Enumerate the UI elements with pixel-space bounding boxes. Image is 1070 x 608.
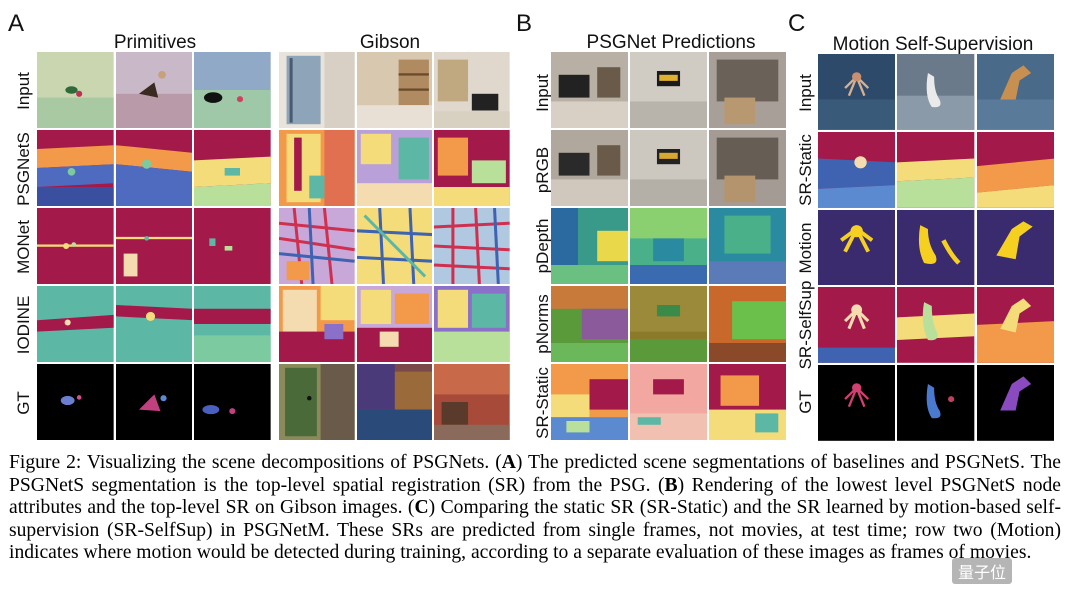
image-cell [630,286,707,362]
caption-text: Figure 2: Visualizing the scene decompos… [9,452,502,473]
image-cell [434,208,510,284]
panel-a-row-label: MONet [14,220,33,274]
panel-c-row-label: GT [796,390,815,414]
image-cell [976,287,1054,364]
image-cell [434,52,510,128]
image-cell [976,54,1054,130]
image-cell [37,286,114,362]
caption-ref-c: C [414,497,429,518]
panel-a-letter: A [8,10,25,37]
image-cell [897,365,975,441]
image-cell [897,209,975,286]
image-cell [434,364,510,440]
panel-b-row-label: pDepth [533,218,552,274]
image-cell [356,364,433,440]
panel-c-row-label: Motion [796,222,815,274]
panel-a-gibson-grid [279,52,510,440]
image-cell [194,52,271,128]
panel-b-grid [551,52,786,440]
image-cell [356,286,433,362]
panel-b-heading: PSGNet Predictions [586,32,756,53]
image-cell [279,364,355,440]
image-cell [551,52,628,128]
image-cell [115,52,193,128]
image-cell [279,208,355,284]
panel-a-heading-gibson: Gibson [359,32,421,53]
image-cell [279,286,355,362]
image-cell [818,54,896,130]
image-cell [630,208,707,284]
image-cell [818,131,896,208]
image-cell [115,208,193,284]
image-cell [897,131,975,208]
image-cell [37,364,114,440]
image-cell [115,286,193,362]
image-cell [818,287,896,364]
panel-a-heading-primitives: Primitives [113,32,197,53]
image-cell [279,52,355,128]
image-cell [709,286,786,362]
image-cell [976,131,1054,208]
image-cell [630,130,707,206]
panel-a-row-label: Input [14,72,33,110]
image-cell [356,130,433,206]
caption-ref-a: A [501,452,516,473]
caption-ref-b: B [664,474,678,496]
image-cell [551,364,628,440]
image-cell [551,130,628,206]
panel-b-letter: B [516,10,533,37]
watermark: 量子位 [952,558,1013,584]
panel-b-row-label: pRGB [533,146,552,194]
image-cell [551,208,628,284]
image-cell [976,209,1054,286]
image-cell [194,364,271,440]
image-cell [897,287,975,364]
image-cell [194,286,271,362]
image-cell [37,52,114,128]
image-cell [194,130,271,206]
image-cell [818,209,896,286]
image-cell [115,364,193,440]
image-cell [818,365,896,441]
image-cell [279,130,355,206]
figure-caption: Figure 2: Visualizing the scene decompos… [9,452,1061,565]
image-cell [356,208,433,284]
panel-a-row-label: GT [14,391,33,415]
image-cell [551,286,628,362]
image-cell [115,130,193,206]
caption-text: ) Rendering of the lowest level PSGNetS … [9,474,1061,519]
panel-c-row-label: SR-SelfSup [796,280,815,370]
panel-c-heading: Motion Self-Supervision [832,34,1034,55]
image-cell [630,52,707,128]
panel-c-letter: C [788,10,806,37]
image-cell [434,130,510,206]
image-cell [897,54,975,130]
image-cell [37,130,114,206]
image-cell [709,52,786,128]
image-cell [630,364,707,440]
image-cell [709,130,786,206]
image-cell [356,52,433,128]
panel-a-row-label: IODINE [14,295,33,355]
panel-b-row-label: pNorms [533,294,552,354]
panel-b-row-label: SR-Static [533,367,552,439]
panel-c-row-label: Input [796,74,815,112]
caption-text: ) Comparing the static SR (SR-Static) an… [9,497,1062,563]
image-cell [37,208,114,284]
panel-c-grid [818,54,1054,441]
panel-b-row-label: Input [533,74,552,112]
panel-c-row-label: SR-Static [796,134,815,206]
image-cell [709,364,786,440]
caption-text: ) The predicted scene segmentations of b… [9,452,1061,496]
panel-a-primitives-grid [37,52,271,440]
image-cell [434,286,510,362]
image-cell [194,208,271,284]
panel-a-row-label: PSGNetS [14,132,33,206]
image-cell [709,208,786,284]
image-cell [976,365,1054,441]
